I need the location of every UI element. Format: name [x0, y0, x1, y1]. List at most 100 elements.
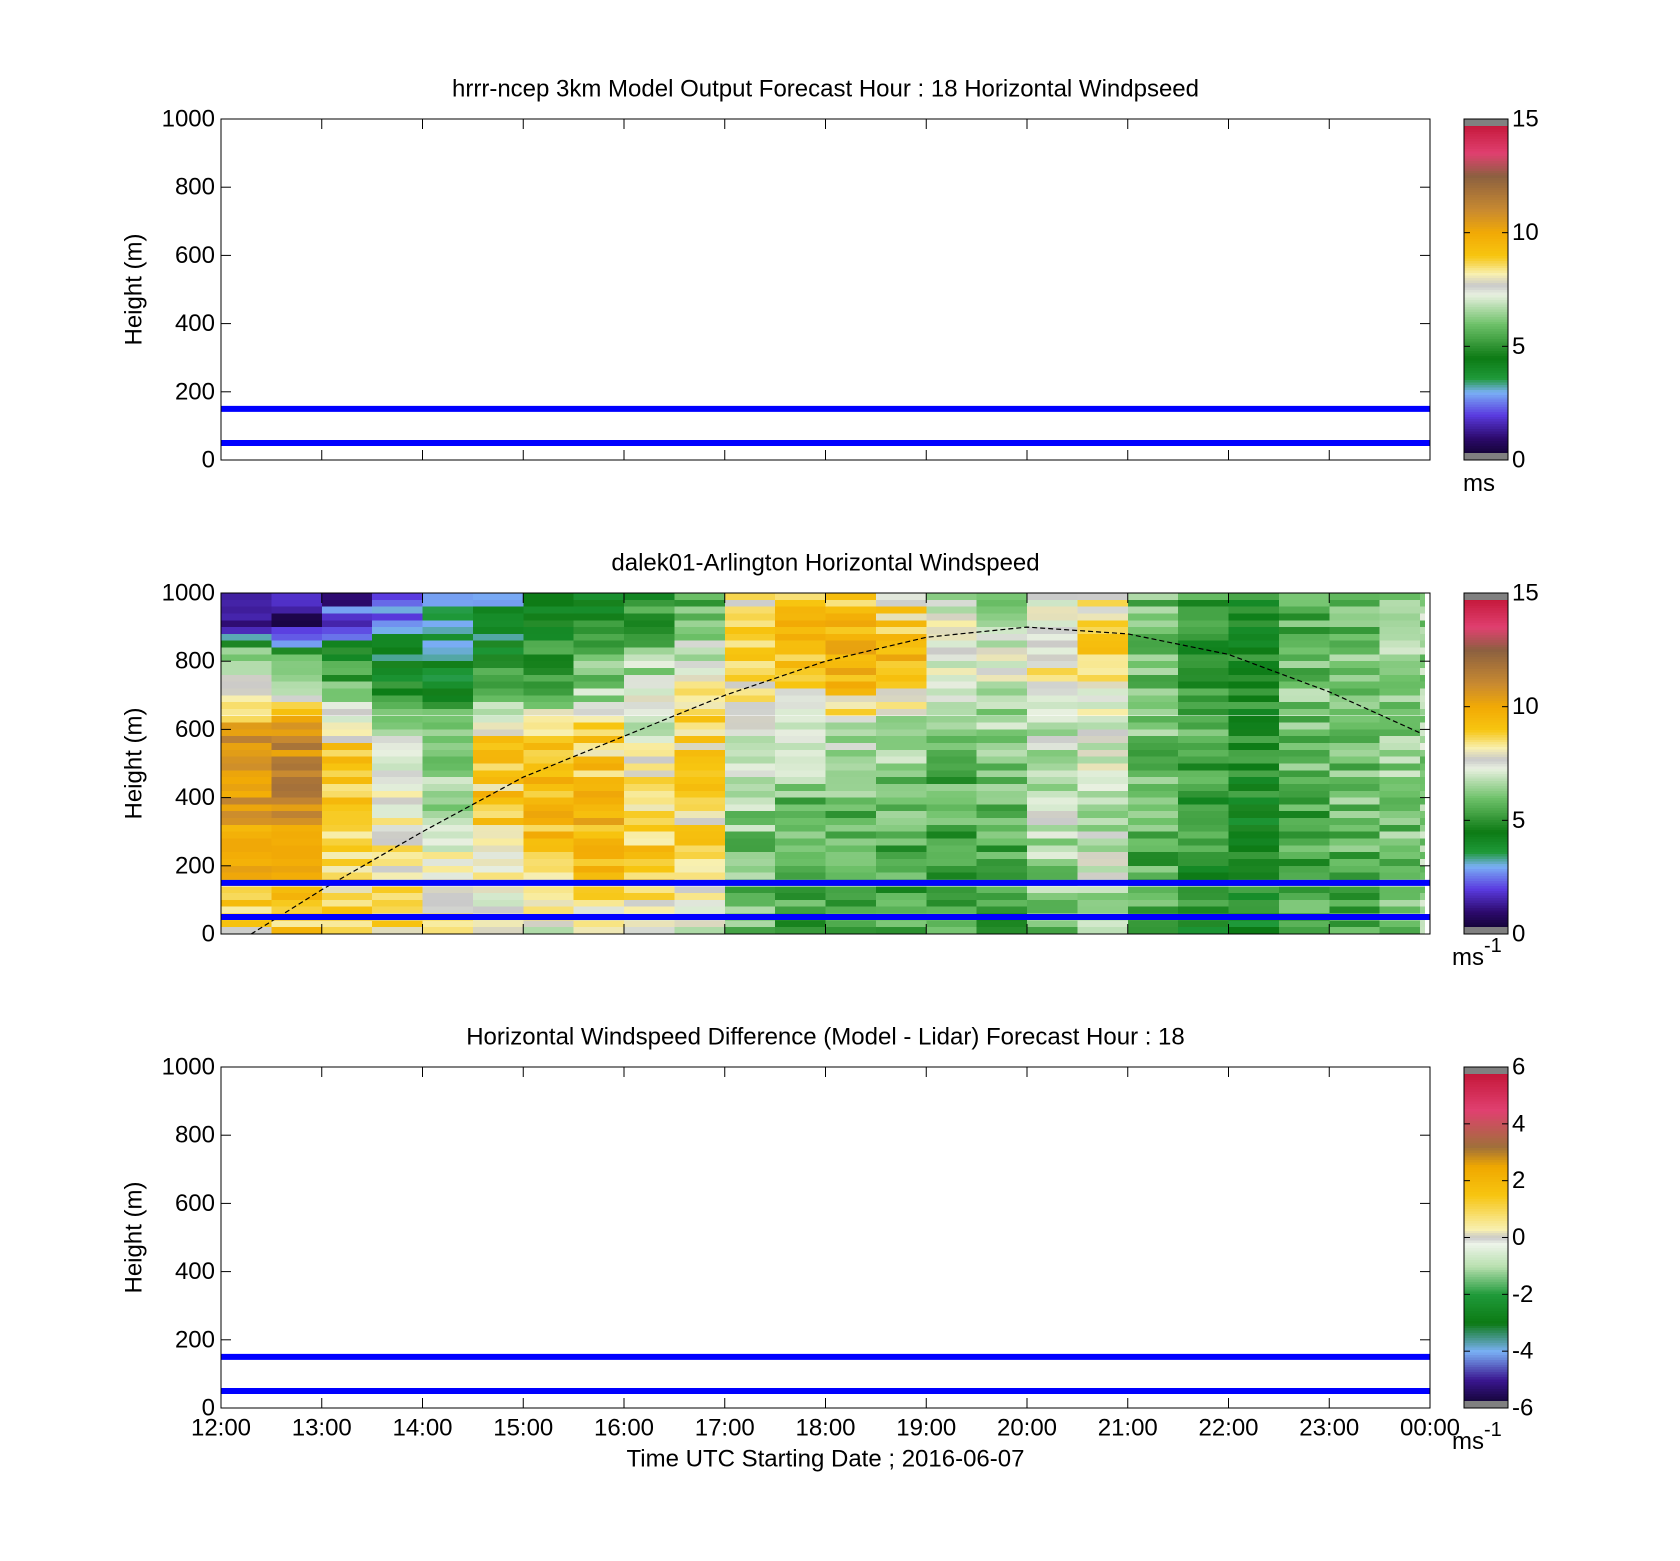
heatmap-cell — [976, 852, 1027, 859]
heatmap-cell — [271, 749, 322, 757]
heatmap-cell — [1077, 702, 1128, 709]
colorbar-band — [1464, 880, 1508, 884]
heatmap-cell — [472, 852, 524, 859]
colorbar-band — [1464, 323, 1508, 327]
colorbar-band — [1464, 751, 1508, 755]
heatmap-cell — [1419, 920, 1425, 928]
heatmap-cell — [472, 729, 524, 737]
heatmap-cell — [321, 811, 373, 818]
heatmap-cell — [1077, 797, 1128, 805]
heatmap-cell — [1228, 613, 1279, 621]
heatmap-cell — [775, 736, 826, 743]
colorbar-band — [1464, 330, 1508, 334]
heatmap-cell — [1379, 899, 1425, 907]
heatmap-cell — [724, 872, 776, 880]
colorbar-band — [1464, 722, 1508, 726]
heatmap-cell — [573, 845, 624, 853]
heatmap-cell — [825, 599, 876, 607]
heatmap-cell — [221, 804, 272, 812]
heatmap-cell — [1379, 790, 1425, 798]
heatmap-cell — [674, 920, 725, 928]
heatmap-cell — [926, 620, 977, 628]
heatmap-cell — [271, 872, 322, 880]
heatmap-cell — [1027, 695, 1078, 703]
colorbar-band — [1464, 1152, 1508, 1156]
heatmap-cell — [724, 845, 776, 853]
heatmap-cell — [825, 927, 876, 934]
heatmap-cell — [1419, 620, 1425, 628]
y-axis-label: Height (m) — [121, 707, 148, 819]
heatmap-cell — [825, 886, 876, 894]
heatmap-cell — [674, 756, 725, 764]
heatmap-cell — [1077, 715, 1128, 723]
heatmap-cell — [1127, 661, 1179, 668]
colorbar-band — [1464, 396, 1508, 400]
heatmap-cell — [523, 927, 574, 934]
heatmap-cell — [1329, 872, 1380, 880]
heatmap-cell — [523, 599, 574, 607]
colorbar-band — [1464, 607, 1508, 611]
colorbar-band — [1464, 1161, 1508, 1166]
heatmap-cell — [825, 593, 876, 600]
heatmap-cell — [472, 811, 524, 818]
heatmap-cell — [976, 770, 1027, 778]
colorbar-band — [1464, 627, 1508, 631]
colorbar-band — [1464, 1239, 1508, 1243]
heatmap-cell — [724, 899, 776, 907]
colorbar-band — [1464, 873, 1508, 877]
heatmap-cell — [1178, 620, 1229, 628]
colorbar-band — [1464, 272, 1508, 276]
heatmap-cell — [1419, 886, 1425, 894]
heatmap-cell — [976, 599, 1027, 607]
colorbar-band — [1464, 1147, 1508, 1151]
heatmap-cell — [825, 906, 876, 914]
colorbar-band — [1464, 153, 1508, 157]
heatmap-cell — [1278, 668, 1330, 675]
heatmap-cell — [1228, 777, 1279, 784]
heatmap-cell — [1419, 749, 1425, 757]
colorbar-band — [1464, 1125, 1508, 1129]
colorbar-band — [1464, 442, 1508, 446]
heatmap-cell — [724, 681, 776, 689]
heatmap-cell — [1027, 640, 1078, 648]
heatmap-cell — [321, 770, 373, 778]
heatmap-cell — [1077, 633, 1128, 641]
heatmap-cell — [1329, 899, 1380, 907]
heatmap-cell — [573, 695, 624, 703]
heatmap-cell — [523, 899, 574, 907]
colorbar-unit: ms-1 — [1452, 935, 1502, 971]
colorbar-band — [1464, 666, 1508, 670]
heatmap-cell — [271, 886, 322, 894]
heatmap-cell — [1127, 613, 1179, 621]
heatmap-cell — [624, 777, 675, 784]
heatmap-cell — [1379, 831, 1425, 839]
heatmap-cell — [573, 804, 624, 812]
heatmap-cell — [1419, 627, 1425, 634]
heatmap-cell — [1127, 906, 1179, 914]
heatmap-cell — [523, 633, 574, 641]
heatmap-cell — [775, 797, 826, 805]
colorbar-band — [1464, 1188, 1508, 1192]
heatmap-cell — [1419, 647, 1425, 655]
heatmap-cell — [1379, 763, 1425, 771]
heatmap-cell — [1379, 872, 1425, 880]
heatmap-cell — [926, 702, 977, 709]
colorbar-band — [1464, 1200, 1508, 1204]
heatmap-cell — [825, 736, 876, 743]
heatmap-cell — [1379, 927, 1425, 934]
colorbar-band — [1464, 1252, 1508, 1256]
x-tick-label: 17:00 — [695, 1415, 755, 1442]
colorbar-band — [1464, 167, 1508, 171]
colorbar-band — [1464, 692, 1508, 696]
heatmap-cell — [825, 749, 876, 757]
heatmap-cell — [271, 770, 322, 778]
colorbar-band — [1464, 1086, 1508, 1090]
heatmap-cell — [372, 770, 423, 778]
heatmap-cell — [573, 811, 624, 818]
heatmap-cell — [472, 633, 524, 641]
heatmap-cell — [624, 647, 675, 655]
x-tick-label: 15:00 — [493, 1415, 553, 1442]
heatmap-cell — [321, 749, 373, 757]
colorbar-band — [1464, 294, 1508, 298]
colorbar-band — [1464, 165, 1508, 169]
